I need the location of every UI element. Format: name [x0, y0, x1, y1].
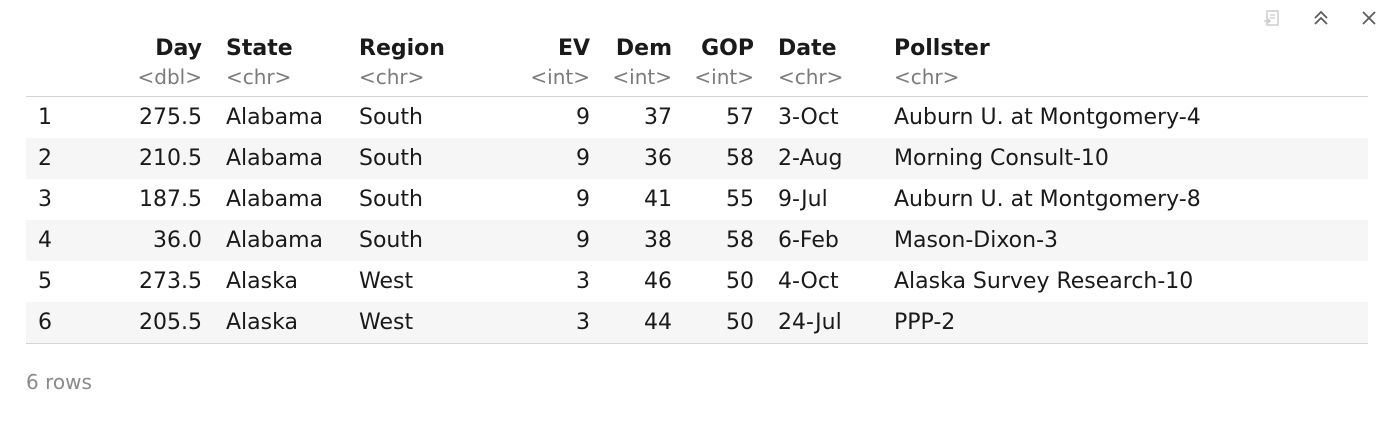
output-toolbar [1262, 6, 1380, 30]
cell-day: 273.5 [139, 269, 202, 294]
cell-pollster: Mason-Dixon-3 [894, 220, 1368, 261]
row-index: 6 [26, 302, 86, 344]
cell-day: 210.5 [86, 138, 202, 179]
cell-pollster: Morning Consult-10 [894, 138, 1368, 179]
cell-day: 275.5 [139, 105, 202, 130]
column-name: Pollster [894, 36, 990, 61]
cell-state: Alabama [226, 187, 324, 212]
close-icon[interactable] [1358, 7, 1380, 29]
cell-ev: 9 [508, 220, 590, 261]
table-row: 2 210.5 Alabama South 9 36 58 2-Aug Morning Cons… [26, 138, 1368, 179]
column-type: <chr> [359, 65, 425, 89]
cell-state: Alabama [226, 105, 324, 130]
column-header-region[interactable]: Region <chr> [359, 32, 508, 97]
cell-region: South [359, 220, 508, 261]
cell-dem: 46 [644, 269, 672, 294]
cell-pollster: Alaska Survey Research-10 [894, 269, 1194, 294]
data-frame-table: Day <dbl> State <chr> Region <chr> EV <i… [26, 32, 1368, 344]
column-name: Region [359, 36, 445, 61]
column-header-pollster[interactable]: Pollster <chr> [894, 32, 1368, 97]
column-name: Date [778, 36, 837, 61]
column-type: <int> [530, 65, 590, 89]
row-index: 5 [38, 269, 52, 294]
cell-ev: 3 [508, 302, 590, 344]
column-header-day[interactable]: Day <dbl> [86, 32, 202, 97]
cell-gop: 58 [672, 138, 754, 179]
export-icon[interactable] [1262, 7, 1284, 29]
column-name: Day [155, 36, 202, 61]
column-type: <int> [612, 65, 672, 89]
cell-pollster: Auburn U. at Montgomery-4 [894, 105, 1201, 130]
cell-region: South [359, 138, 508, 179]
cell-date: 9-Jul [778, 187, 828, 212]
column-name: GOP [701, 36, 754, 61]
column-header-date[interactable]: Date <chr> [754, 32, 894, 97]
cell-date: 3-Oct [778, 105, 839, 130]
cell-pollster: PPP-2 [894, 302, 1368, 344]
cell-region: South [359, 105, 423, 130]
cell-day: 187.5 [139, 187, 202, 212]
cell-ev: 9 [576, 187, 590, 212]
column-type: <chr> [226, 65, 292, 89]
cell-dem: 38 [590, 220, 672, 261]
cell-dem: 36 [590, 138, 672, 179]
cell-day: 36.0 [86, 220, 202, 261]
cell-gop: 50 [672, 302, 754, 344]
cell-day: 205.5 [86, 302, 202, 344]
cell-dem: 41 [644, 187, 672, 212]
cell-gop: 58 [672, 220, 754, 261]
cell-region: West [359, 269, 414, 294]
column-type: <dbl> [137, 65, 202, 89]
cell-region: West [359, 302, 508, 344]
cell-date: 4-Oct [778, 269, 839, 294]
row-count-label: 6 rows [26, 370, 92, 394]
cell-ev: 9 [508, 138, 590, 179]
row-index: 2 [26, 138, 86, 179]
row-index: 1 [38, 105, 52, 130]
header-row: Day <dbl> State <chr> Region <chr> EV <i… [26, 32, 1368, 97]
table-row: 4 36.0 Alabama South 9 38 58 6-Feb Mason-Dixon-3 [26, 220, 1368, 261]
cell-date: 2-Aug [754, 138, 894, 179]
cell-state: Alaska [202, 302, 359, 344]
table-row: 3 187.5 Alabama South 9 41 55 9-Jul Auburn U. at… [26, 179, 1368, 220]
column-header-ev[interactable]: EV <int> [508, 32, 590, 97]
cell-region: South [359, 187, 423, 212]
cell-ev: 3 [576, 269, 590, 294]
column-type: <chr> [894, 65, 960, 89]
row-index: 4 [26, 220, 86, 261]
column-header-dem[interactable]: Dem <int> [590, 32, 672, 97]
column-type: <chr> [778, 65, 844, 89]
column-name: State [226, 36, 293, 61]
cell-gop: 57 [726, 105, 754, 130]
column-type: <int> [694, 65, 754, 89]
table-row: 5 273.5 Alaska West 3 46 50 4-Oct Alaska Survey … [26, 261, 1368, 302]
cell-state: Alaska [226, 269, 298, 294]
cell-dem: 44 [590, 302, 672, 344]
cell-ev: 9 [576, 105, 590, 130]
column-header-state[interactable]: State <chr> [202, 32, 359, 97]
table-row: 6 205.5 Alaska West 3 44 50 24-Jul PPP-2 [26, 302, 1368, 344]
cell-gop: 50 [726, 269, 754, 294]
cell-pollster: Auburn U. at Montgomery-8 [894, 187, 1201, 212]
column-name: EV [557, 36, 590, 61]
collapse-icon[interactable] [1310, 7, 1332, 29]
cell-gop: 55 [726, 187, 754, 212]
cell-dem: 37 [644, 105, 672, 130]
cell-state: Alabama [202, 138, 359, 179]
cell-date: 24-Jul [754, 302, 894, 344]
row-index: 3 [38, 187, 52, 212]
row-index-header [26, 32, 86, 97]
column-header-gop[interactable]: GOP <int> [672, 32, 754, 97]
column-name: Dem [615, 36, 672, 61]
table-row: 1 275.5 Alabama South 9 37 57 3-Oct Auburn U. at… [26, 97, 1368, 139]
cell-state: Alabama [202, 220, 359, 261]
cell-date: 6-Feb [754, 220, 894, 261]
